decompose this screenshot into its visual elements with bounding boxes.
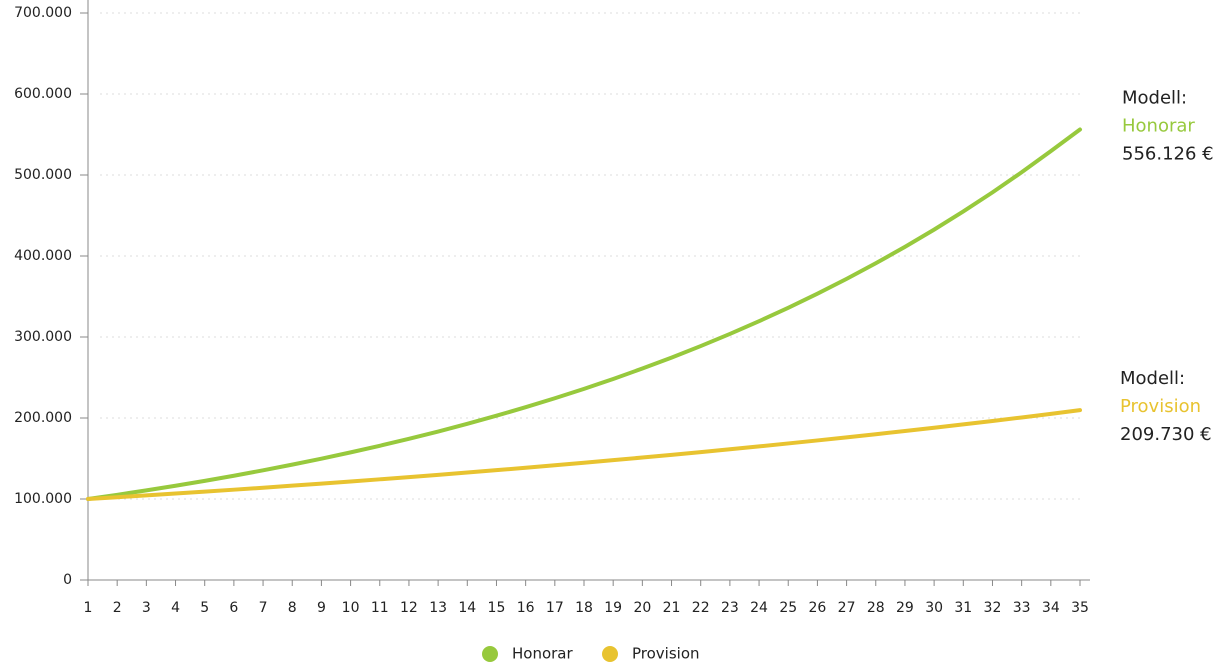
x-tick-label: 24 [750, 600, 768, 616]
x-tick-label: 33 [1013, 600, 1031, 616]
y-tick-label: 0 [63, 572, 72, 588]
x-tick-label: 31 [954, 600, 972, 616]
x-tick-label: 18 [575, 600, 593, 616]
x-tick-label: 5 [200, 600, 209, 616]
x-tick-label: 35 [1071, 600, 1089, 616]
end-label-value: 209.730 € [1120, 424, 1212, 445]
line [86, 127, 1082, 501]
end-label-name: Provision [1120, 396, 1201, 417]
x-tick-label: 9 [317, 600, 326, 616]
x-tick-label: 27 [838, 600, 856, 616]
legend-label: Honorar [512, 645, 573, 663]
x-tick-label: 19 [604, 600, 622, 616]
x-tick-label: 22 [692, 600, 710, 616]
y-tick-label: 400.000 [14, 248, 72, 264]
x-tick-label: 13 [429, 600, 447, 616]
x-tick-label: 8 [288, 600, 297, 616]
x-tick-label: 21 [663, 600, 681, 616]
y-tick-label: 500.000 [14, 167, 72, 183]
end-label-prefix: Modell: [1122, 88, 1187, 109]
x-tick-label: 1 [84, 600, 93, 616]
legend-marker [602, 646, 618, 662]
x-tick-label: 10 [342, 600, 360, 616]
x-tick-label: 30 [925, 600, 943, 616]
x-tick-label: 15 [488, 600, 506, 616]
x-tick-label: 2 [113, 600, 122, 616]
x-tick-label: 4 [171, 600, 180, 616]
x-tick-label: 12 [400, 600, 418, 616]
legend-label: Provision [632, 645, 700, 663]
y-tick-label: 600.000 [14, 86, 72, 102]
x-tick-label: 7 [259, 600, 268, 616]
y-tick-label: 100.000 [14, 491, 72, 507]
x-tick-label: 6 [229, 600, 238, 616]
x-tick-label: 34 [1042, 600, 1060, 616]
x-tick-label: 26 [808, 600, 826, 616]
x-tick-label: 25 [779, 600, 797, 616]
x-tick-label: 11 [371, 600, 389, 616]
legend-marker [482, 646, 498, 662]
x-tick-label: 16 [517, 600, 535, 616]
x-tick-label: 32 [984, 600, 1002, 616]
end-label-prefix: Modell: [1120, 368, 1185, 389]
x-tick-label: 28 [867, 600, 885, 616]
y-tick-label: 700.000 [14, 5, 72, 21]
x-tick-label: 14 [458, 600, 476, 616]
y-tick-label: 300.000 [14, 329, 72, 345]
x-tick-label: 17 [546, 600, 564, 616]
x-tick-label: 3 [142, 600, 151, 616]
line [86, 408, 1082, 501]
end-label-value: 556.126 € [1122, 144, 1214, 165]
x-tick-label: 23 [721, 600, 739, 616]
y-tick-label: 200.000 [14, 410, 72, 426]
x-tick-label: 29 [896, 600, 914, 616]
end-label-name: Honorar [1122, 116, 1195, 137]
x-tick-label: 20 [633, 600, 651, 616]
